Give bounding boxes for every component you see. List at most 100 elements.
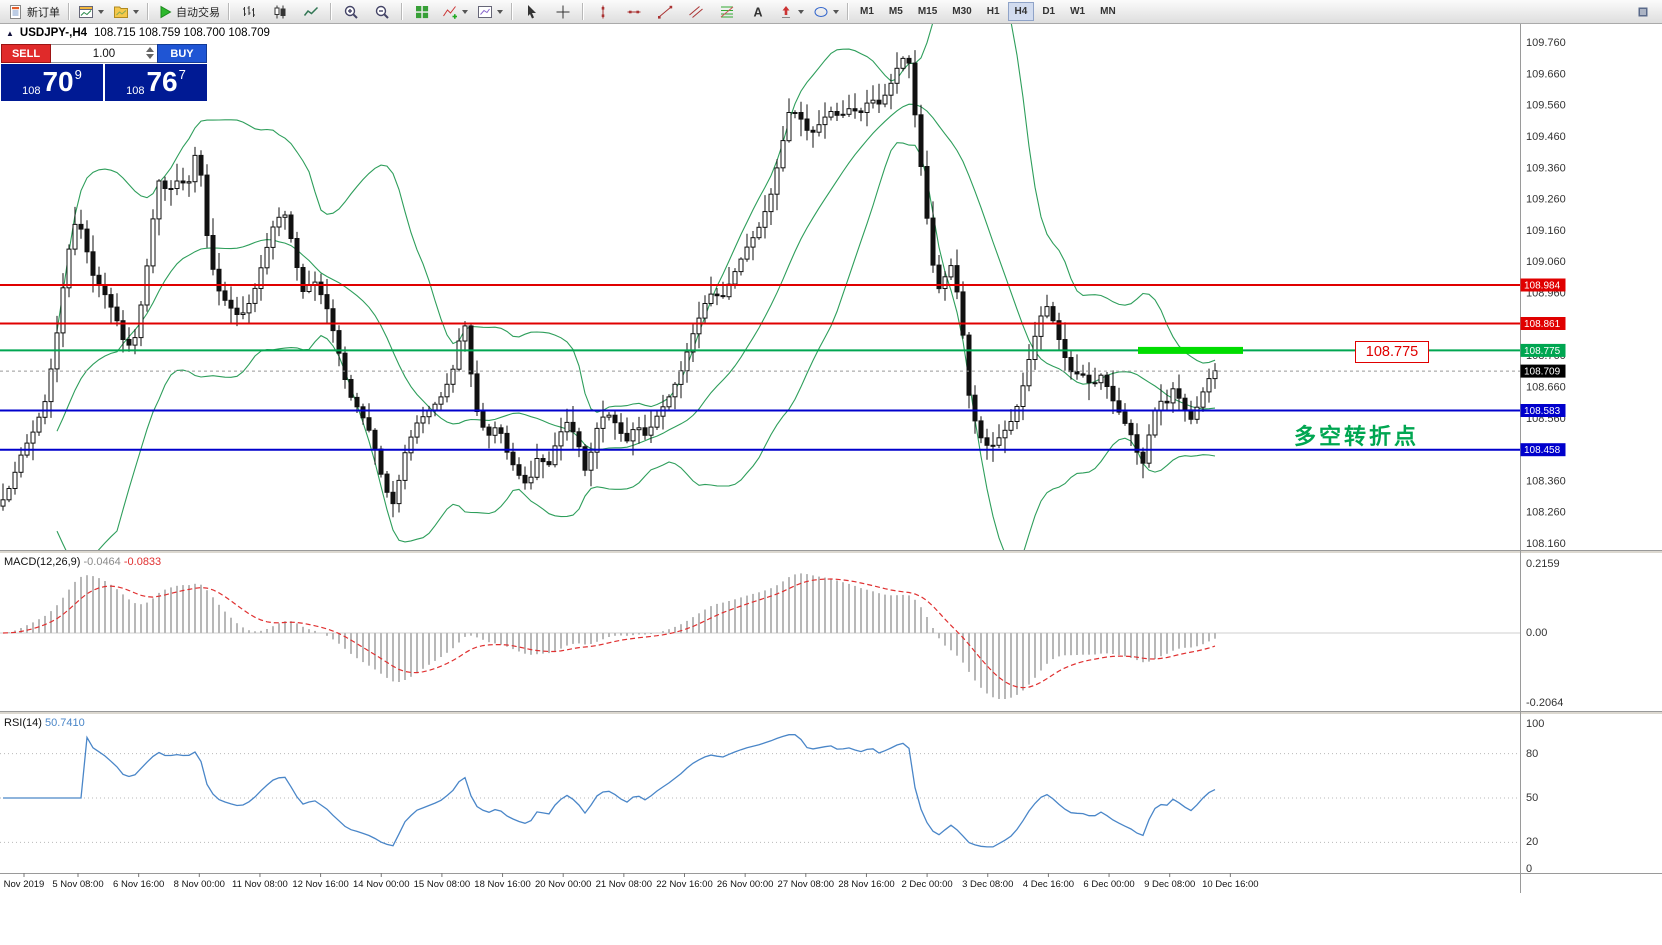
svg-text:4 Dec 16:00: 4 Dec 16:00	[1023, 879, 1074, 890]
cursor-button[interactable]	[517, 1, 547, 23]
shapes-button[interactable]	[809, 1, 843, 23]
new-order-button[interactable]: 新订单	[4, 1, 64, 23]
price-axis: 109.760 109.660 109.560 109.460 109.360 109.2…	[1520, 24, 1566, 893]
svg-text:11 Nov 08:00: 11 Nov 08:00	[232, 879, 288, 890]
one-click-trading-panel: SELL 1.00 BUY 108 70 9 108 76 7	[1, 44, 207, 101]
toolbar-separator	[401, 3, 403, 20]
tile-windows-button[interactable]	[407, 1, 437, 23]
svg-text:108.458: 108.458	[1524, 445, 1561, 456]
sell-price-display[interactable]: 108 70 9	[1, 64, 103, 101]
indicators-button[interactable]	[438, 1, 472, 23]
svg-text:108.775: 108.775	[1524, 346, 1561, 357]
svg-text:9 Dec 08:00: 9 Dec 08:00	[1144, 879, 1195, 890]
one-click-toggle[interactable]: ▲	[6, 28, 14, 38]
svg-text:109.760: 109.760	[1526, 37, 1566, 49]
zoom-in-button[interactable]	[336, 1, 366, 23]
toolbar-separator	[330, 3, 332, 20]
price-level-label[interactable]: 108.775	[1355, 341, 1429, 363]
timeframe-m5-button[interactable]: M5	[888, 6, 903, 17]
text-button[interactable]: A	[743, 1, 773, 23]
timeframe-m1-button[interactable]: M1	[860, 6, 874, 17]
buy-price-small: 108	[126, 85, 145, 97]
sell-price-small: 108	[22, 85, 41, 97]
timeframe-d1-button[interactable]: D1	[1042, 6, 1056, 17]
timeframe-h4-button[interactable]: H4	[1007, 2, 1035, 21]
tile-windows-icon	[416, 5, 429, 18]
time-axis: Nov 2019 5 Nov 08:00 6 Nov 16:00 8 Nov 00:0…	[0, 873, 1662, 890]
autotrading-button[interactable]: 自动交易	[153, 1, 224, 23]
svg-text:14 Nov 00:00: 14 Nov 00:00	[353, 879, 410, 890]
line-chart-button[interactable]	[296, 1, 326, 23]
volume-decrease-button[interactable]	[146, 54, 154, 59]
toolbar-separator	[68, 3, 70, 20]
channel-button[interactable]	[681, 1, 711, 23]
symbol-name: USDJPY-,H4	[19, 27, 88, 39]
buy-price-display[interactable]: 108 76 7	[105, 64, 207, 101]
svg-text:20 Nov 00:00: 20 Nov 00:00	[535, 879, 592, 890]
new-order-label: 新订单	[27, 6, 60, 19]
svg-text:50: 50	[1526, 792, 1538, 804]
svg-text:Nov 2019: Nov 2019	[4, 879, 45, 890]
timeframe-h1-button[interactable]: H1	[986, 6, 1000, 17]
turning-point-annotation[interactable]: 多空转折点	[1294, 424, 1420, 449]
svg-text:RSI(14) 50.7410: RSI(14) 50.7410	[4, 717, 85, 729]
svg-text:3 Dec 08:00: 3 Dec 08:00	[962, 879, 1013, 890]
svg-text:109.460: 109.460	[1526, 131, 1566, 143]
toolbar-overflow-button[interactable]	[1628, 1, 1658, 23]
candlestick-chart-button[interactable]	[265, 1, 295, 23]
svg-text:15 Nov 08:00: 15 Nov 08:00	[414, 879, 471, 890]
volume-increase-button[interactable]	[146, 47, 154, 52]
timeframe-m30-button[interactable]: M30	[952, 6, 972, 17]
templates-button[interactable]	[473, 1, 507, 23]
svg-text:109.060: 109.060	[1526, 256, 1566, 268]
horizontal-line-icon	[627, 10, 641, 13]
crosshair-button[interactable]	[548, 1, 578, 23]
candlestick-chart-icon	[274, 5, 286, 18]
fibonacci-icon	[720, 6, 734, 17]
dropdown-caret	[133, 9, 139, 14]
trendline-icon	[658, 5, 673, 19]
highlight-segment	[1138, 346, 1243, 354]
vertical-line-icon	[601, 5, 605, 18]
svg-text:-0.2064: -0.2064	[1526, 697, 1563, 709]
bar-chart-button[interactable]	[234, 1, 264, 23]
autotrading-play-icon	[160, 5, 172, 18]
svg-text:0.00: 0.00	[1526, 627, 1547, 639]
svg-text:108.709: 108.709	[1524, 367, 1561, 378]
zoom-out-button[interactable]	[367, 1, 397, 23]
svg-text:100: 100	[1526, 718, 1544, 730]
new-chart-button[interactable]	[74, 1, 108, 23]
new-order-icon	[10, 4, 21, 19]
toolbar: 新订单 自动交易	[0, 0, 1662, 24]
timeframe-w1-button[interactable]: W1	[1070, 6, 1086, 17]
svg-text:108.984: 108.984	[1524, 280, 1561, 291]
svg-text:20: 20	[1526, 836, 1538, 848]
buy-price-big: 76	[146, 66, 178, 97]
indicators-icon	[443, 5, 457, 19]
vertical-line-button[interactable]	[588, 1, 618, 23]
volume-spinner	[146, 47, 154, 59]
volume-input[interactable]: 1.00	[51, 44, 157, 63]
chart-canvas[interactable]: 109.760 109.660 109.560 109.460 109.360 109.2…	[0, 24, 1662, 945]
sell-price-big: 70	[42, 66, 74, 97]
svg-text:18 Nov 16:00: 18 Nov 16:00	[474, 879, 531, 890]
arrows-button[interactable]	[774, 1, 808, 23]
fibonacci-button[interactable]	[712, 1, 742, 23]
profiles-button[interactable]	[109, 1, 143, 23]
hline-objects	[0, 284, 1520, 451]
profiles-icon	[114, 6, 128, 18]
svg-text:109.660: 109.660	[1526, 68, 1566, 80]
svg-text:109.560: 109.560	[1526, 100, 1566, 112]
buy-button[interactable]: BUY	[157, 44, 207, 63]
svg-text:109.160: 109.160	[1526, 225, 1566, 237]
svg-text:A: A	[753, 5, 762, 19]
dropdown-caret	[462, 9, 468, 14]
horizontal-line-button[interactable]	[619, 1, 649, 23]
shapes-icon	[814, 6, 828, 17]
svg-text:108.160: 108.160	[1526, 538, 1566, 550]
trendline-button[interactable]	[650, 1, 680, 23]
timeframe-m15-button[interactable]: M15	[917, 6, 938, 17]
sell-button[interactable]: SELL	[1, 44, 51, 63]
timeframe-mn-button[interactable]: MN	[1100, 6, 1116, 17]
svg-text:10 Dec 16:00: 10 Dec 16:00	[1202, 879, 1259, 890]
